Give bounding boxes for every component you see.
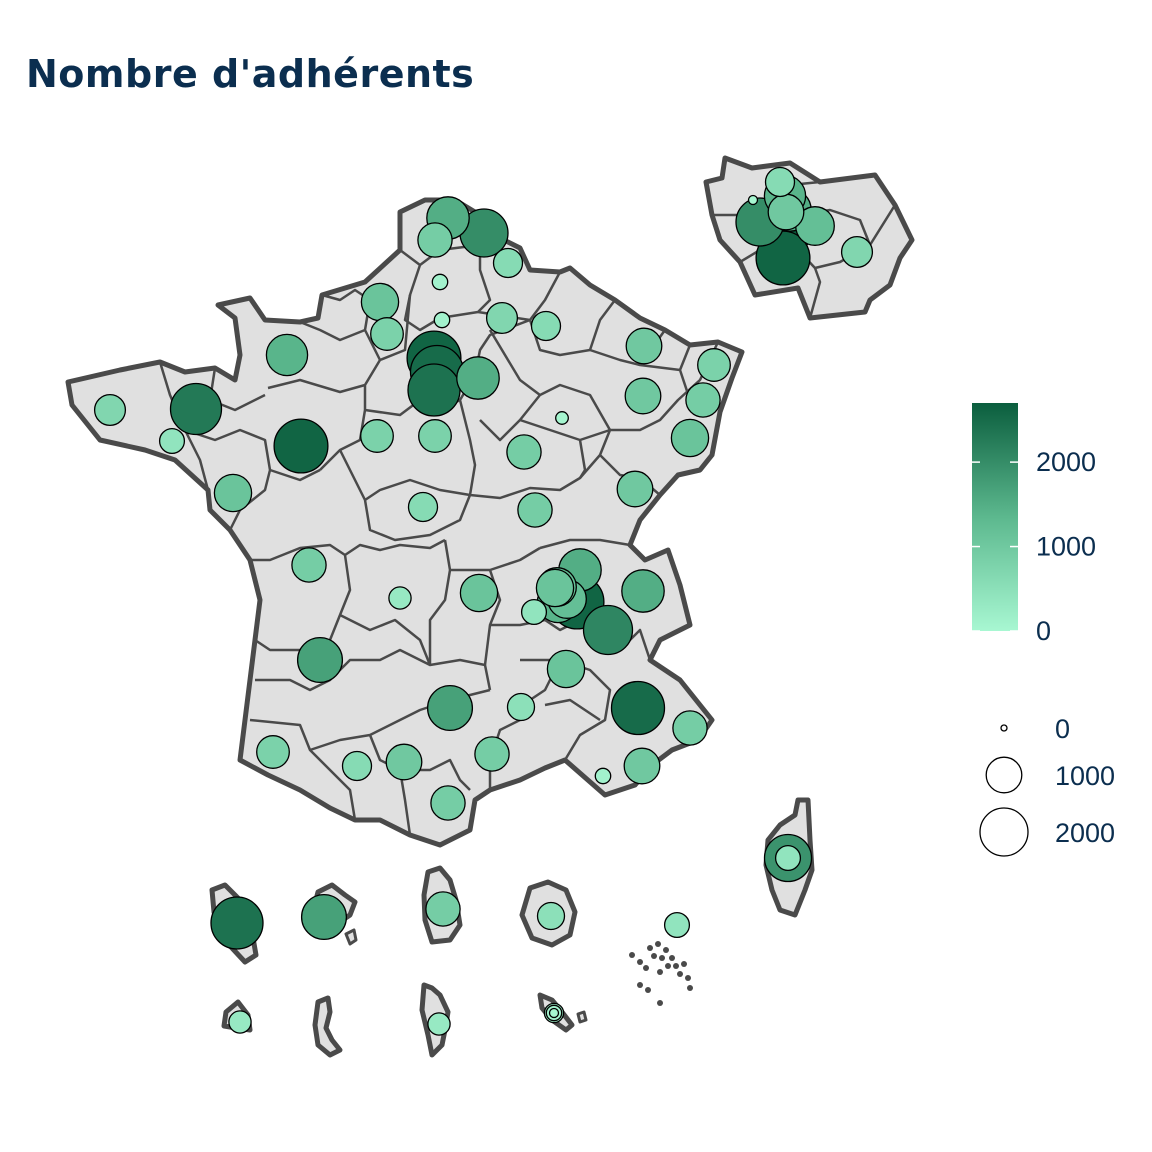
adherents-circle [595,768,610,783]
polynesie-island [651,953,657,959]
adherents-circle [768,194,804,230]
size-legend-label: 2000 [1055,818,1115,848]
adherents-circle [507,435,541,469]
adherents-circle [426,892,460,926]
adherents-circle [460,574,497,611]
adherents-circle [457,357,499,399]
adherents-circle [698,349,731,382]
adherents-circle [487,303,518,334]
adherents-circle [266,334,307,375]
adherents-circle [617,471,653,507]
adherents-circle [624,748,660,784]
region-saint-pierre [315,998,340,1055]
adherents-circle [749,196,758,205]
adherents-circle [214,474,251,511]
adherents-circle [428,1013,450,1035]
adherents-circle [95,395,126,426]
color-scale-label: 1000 [1036,532,1096,562]
adherents-circle [389,587,411,609]
adherents-circle [508,694,535,721]
adherents-circle [556,412,569,425]
adherents-circle [274,419,328,473]
adherents-circle [626,328,662,364]
adherents-circle [547,650,584,687]
polynesie-island [645,987,651,993]
adherents-circle [371,318,404,351]
adherents-circle [625,378,661,414]
adherents-circle [776,846,801,871]
adherents-circle [612,682,665,735]
color-scale-label: 0 [1036,616,1051,646]
adherents-circle [229,1011,251,1033]
adherents-circle [211,897,263,949]
adherents-circle [686,383,720,417]
polynesie-island [669,955,675,961]
adherents-circle [665,913,690,938]
adherents-circle [584,606,633,655]
adherents-circle [518,493,552,527]
adherents-circle [842,237,873,268]
adherents-circle [434,312,449,327]
adherents-circle [361,420,394,453]
region-polynesie [629,941,693,1006]
polynesie-island [637,982,643,988]
adherents-circle [418,223,452,257]
adherents-circle [171,384,222,435]
polynesie-island [655,941,661,947]
adherents-circle [475,737,509,771]
size-legend-circle [980,808,1028,856]
adherents-circle [361,283,398,320]
adherents-circle [302,895,347,940]
adherents-circle [419,420,452,453]
polynesie-island [663,947,669,953]
polynesie-island [677,971,683,977]
polynesie-island [629,952,635,958]
adherents-circle [550,1009,559,1018]
adherents-circle [343,752,372,781]
adherents-circle [160,429,185,454]
adherents-circle [431,786,465,820]
adherents-circle [532,312,561,341]
adherents-circle [409,493,438,522]
size-legend-label: 0 [1055,714,1070,744]
color-scale-bar [972,403,1018,631]
legend: 0 1000 2000 0 1000 2000 [972,403,1115,856]
size-legend-circle [986,757,1022,793]
polynesie-island [681,961,687,967]
adherents-circle [522,600,547,625]
polynesie-island [647,945,653,951]
polynesie-island [643,965,649,971]
adherents-circle [257,736,290,769]
size-legend: 0 1000 2000 [980,714,1115,856]
adherents-circle [292,548,326,582]
region-nouvelle-caledonie-isle [578,1012,586,1022]
adherents-circle [766,168,795,197]
polynesie-island [637,959,643,965]
polynesie-island [665,963,671,969]
adherents-circle [673,711,707,745]
adherents-circle [298,638,343,683]
size-legend-circle [1001,725,1007,731]
adherents-circle [408,364,460,416]
polynesie-island [687,985,693,991]
color-scale-label: 2000 [1036,447,1096,477]
adherents-circle [428,686,473,731]
adherents-circle [622,570,664,612]
adherents-circle [671,419,708,456]
adherents-circle [538,903,565,930]
size-legend-label: 1000 [1055,761,1115,791]
polynesie-island [657,969,663,975]
adherents-circle [536,569,573,606]
region-martinique-isle [346,930,356,944]
adherents-circle [386,744,422,780]
polynesie-island [673,963,679,969]
adherents-circle [432,274,447,289]
polynesie-island [657,1000,663,1006]
polynesie-island [659,955,665,961]
adherents-circle [494,249,523,278]
polynesie-island [685,975,691,981]
